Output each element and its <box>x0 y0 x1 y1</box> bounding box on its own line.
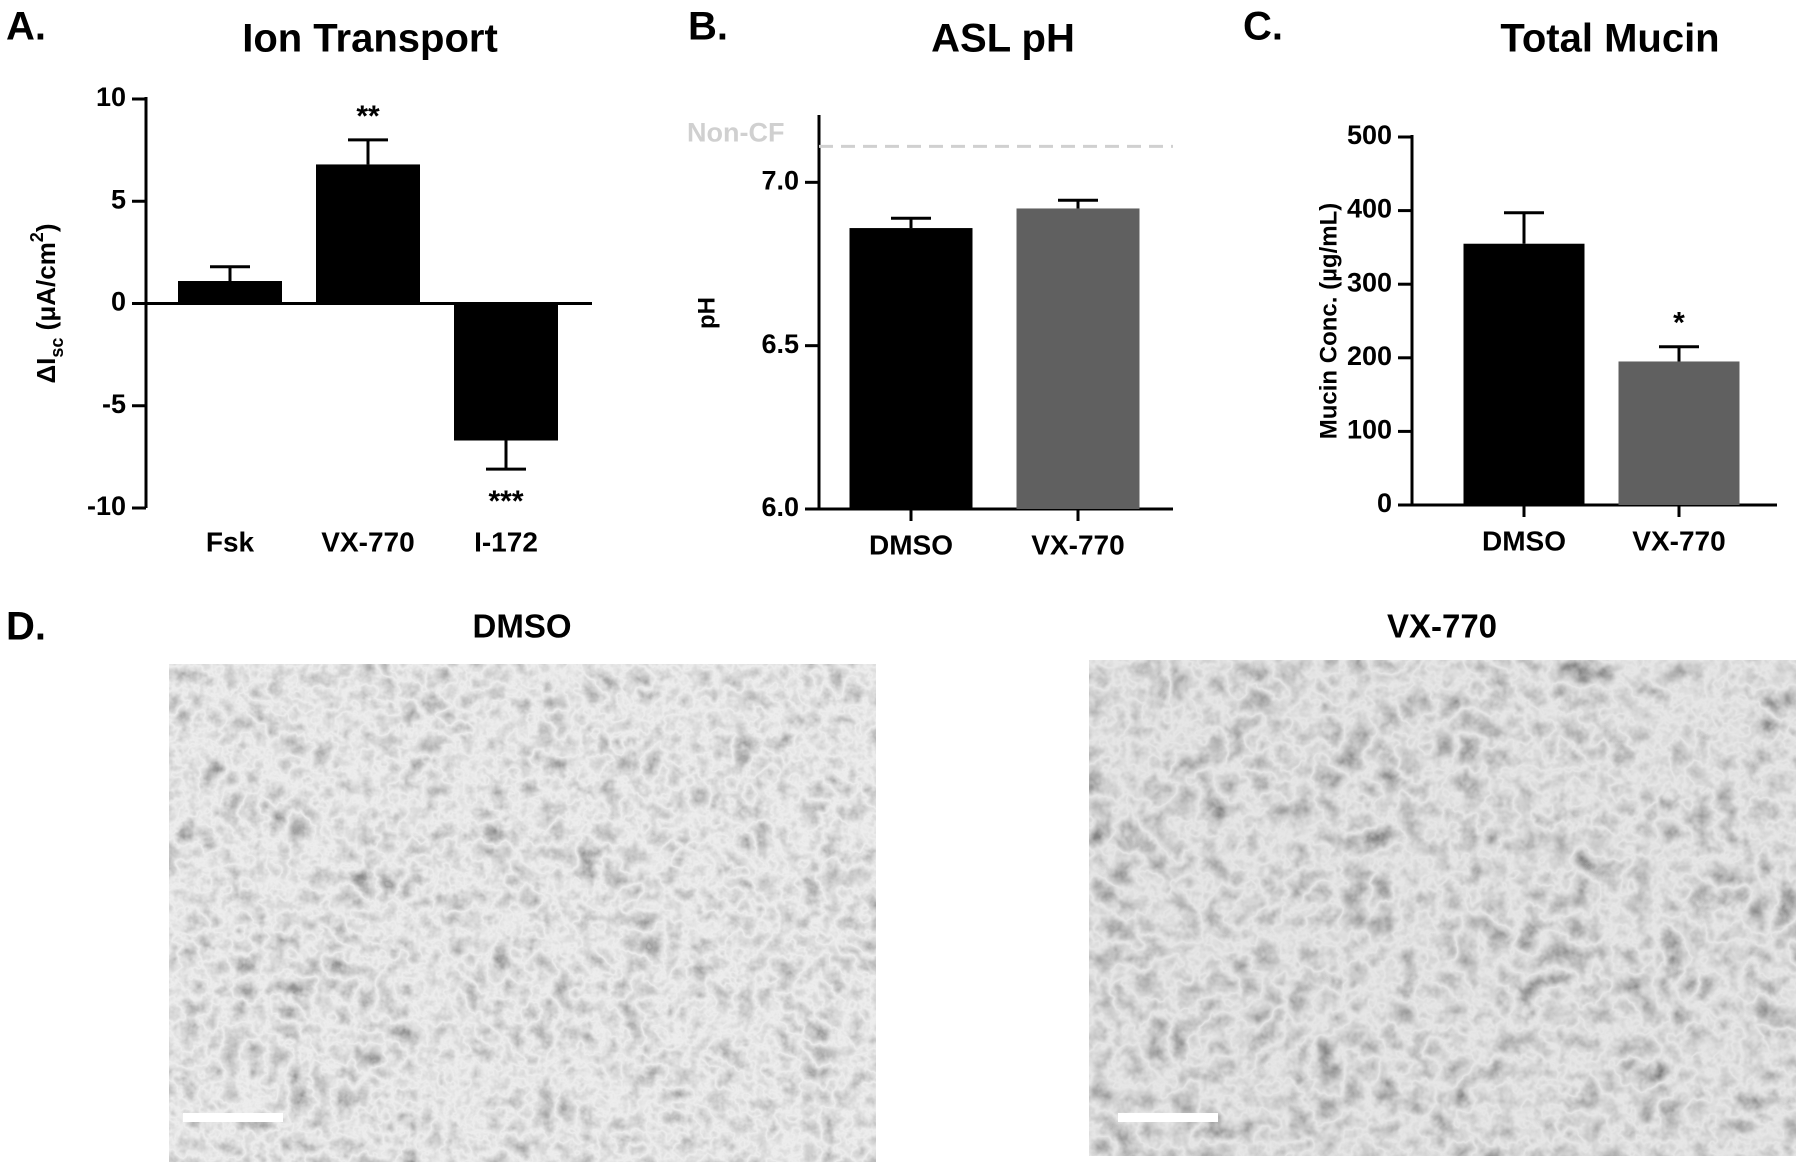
x-tick-label: VX-770 <box>321 526 414 557</box>
chart-title: ASL pH <box>931 17 1075 61</box>
significance: ** <box>356 100 380 133</box>
y-tick-label: 100 <box>1347 415 1392 445</box>
y-tick-label: -5 <box>102 389 126 419</box>
significance: *** <box>488 485 523 518</box>
y-axis-label: ΔIsc (μA/cm2) <box>27 223 67 383</box>
bar <box>849 228 973 510</box>
bar <box>1618 361 1740 505</box>
bar <box>1463 243 1585 505</box>
panel-label: D. <box>6 605 46 649</box>
x-tick-label: DMSO <box>869 529 953 560</box>
bar <box>1016 208 1140 509</box>
chart-title: Total Mucin <box>1500 17 1719 61</box>
panel-label: B. <box>688 5 728 49</box>
y-axis-label-part: ) <box>31 223 61 232</box>
y-tick-label: 500 <box>1347 120 1392 150</box>
x-tick-label: I-172 <box>474 526 538 557</box>
scale-bar <box>1118 1113 1218 1122</box>
y-axis-label-part: sc <box>47 338 67 358</box>
y-axis-label: pH <box>693 297 720 329</box>
image-title: VX-770 <box>1387 608 1497 645</box>
bar <box>454 303 558 441</box>
y-tick-label: 0 <box>111 287 126 317</box>
y-tick-label: 200 <box>1347 341 1392 371</box>
scale-bar <box>183 1113 283 1122</box>
reference-label: Non-CF <box>687 118 784 148</box>
y-tick-label: 300 <box>1347 267 1392 297</box>
y-axis-label-part: (μA/cm <box>31 242 61 337</box>
y-tick-label: 10 <box>96 82 126 112</box>
y-axis-label-part: ΔI <box>31 358 61 384</box>
panel-label: A. <box>6 5 46 49</box>
bar <box>316 164 420 304</box>
y-tick-label: 400 <box>1347 194 1392 224</box>
y-tick-label: 0 <box>1377 488 1392 518</box>
y-tick-label: 7.0 <box>761 165 799 195</box>
x-tick-label: DMSO <box>1482 525 1566 556</box>
x-tick-label: Fsk <box>206 526 255 557</box>
sem-image <box>169 664 876 1162</box>
sem-image <box>1089 660 1796 1156</box>
y-tick-label: 6.0 <box>761 492 799 522</box>
panel-label: C. <box>1243 5 1283 49</box>
image-title: DMSO <box>473 608 572 645</box>
y-axis-label-part: 2 <box>27 232 47 242</box>
y-tick-label: -10 <box>87 491 126 521</box>
y-axis-label: Mucin Conc. (µg/mL) <box>1315 203 1342 439</box>
x-tick-label: VX-770 <box>1632 525 1725 556</box>
x-tick-label: VX-770 <box>1031 529 1124 560</box>
bar <box>178 281 282 304</box>
y-tick-label: 5 <box>111 184 126 214</box>
y-tick-label: 6.5 <box>761 329 799 359</box>
chart-title: Ion Transport <box>242 17 498 61</box>
significance: * <box>1673 307 1685 340</box>
